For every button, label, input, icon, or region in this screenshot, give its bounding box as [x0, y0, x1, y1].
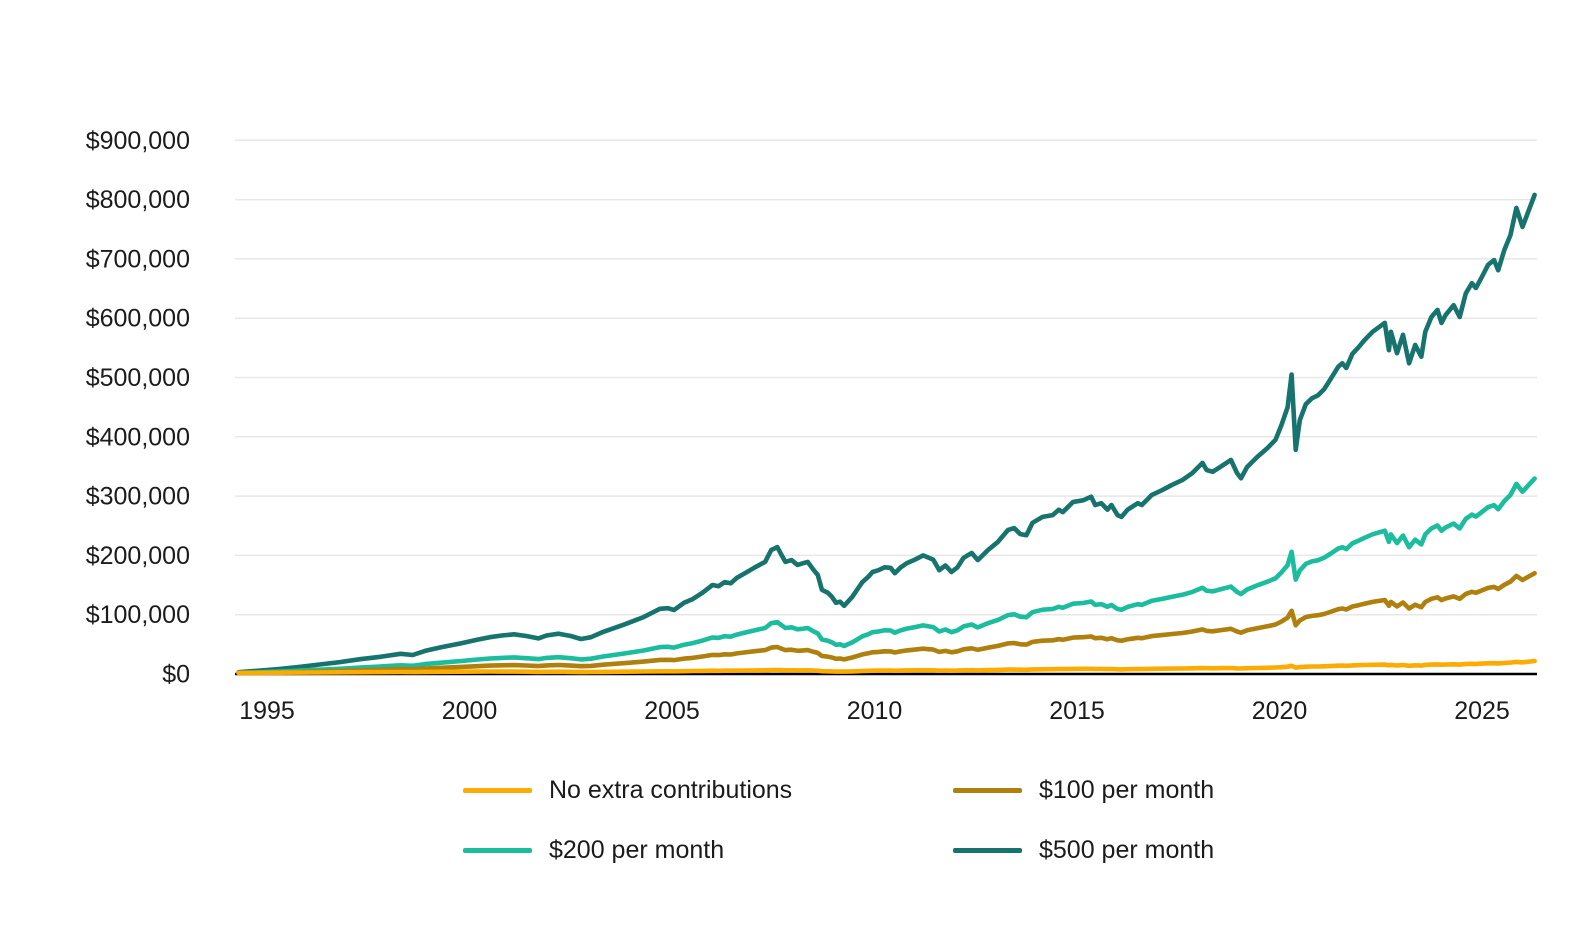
legend-item-no-extra-contributions: No extra contributions [463, 776, 792, 804]
y-axis-tick-label: $200,000 [86, 542, 190, 570]
y-axis-tick-label: $0 [162, 661, 190, 689]
legend-swatch-500-per-month [953, 847, 1022, 853]
legend-swatch-100-per-month [953, 787, 1022, 793]
x-axis-tick-label: 2020 [1252, 697, 1308, 725]
y-axis-tick-labels: $0 $100,000 $200,000 $300,000 $400,000 $500,0… [86, 127, 190, 689]
legend-label-100-per-month: $100 per month [1039, 775, 1215, 804]
x-axis-tick-label: 2010 [847, 697, 903, 725]
y-axis-tick-label: $800,000 [86, 186, 190, 214]
x-axis-tick-label: 1995 [239, 697, 295, 725]
legend-item-500-per-month: $500 per month [953, 836, 1214, 864]
series-line-no-extra-contributions [236, 658, 1537, 676]
x-axis-tick-label: 2000 [442, 697, 498, 725]
legend-swatch-no-extra-contributions [463, 787, 532, 793]
y-axis-tick-label: $600,000 [86, 305, 190, 333]
y-gridlines [235, 139, 1537, 676]
x-axis-tick-label: 2015 [1049, 697, 1105, 725]
series-line--100-per-month [236, 570, 1537, 676]
x-axis-tick-labels: 1995 2000 2005 2010 2015 2020 2025 [239, 697, 1510, 725]
series-line--200-per-month [236, 476, 1537, 676]
y-axis-tick-label: $100,000 [86, 601, 190, 629]
y-axis-tick-label: $300,000 [86, 483, 190, 511]
y-axis-tick-label: $900,000 [86, 127, 190, 155]
y-axis-tick-label: $500,000 [86, 364, 190, 392]
x-axis-tick-label: 2005 [644, 697, 700, 725]
legend-label-no-extra-contributions: No extra contributions [549, 775, 793, 804]
series-line--500-per-month [236, 192, 1537, 675]
legend-label-500-per-month: $500 per month [1039, 835, 1215, 864]
series-lines [236, 192, 1537, 676]
y-axis-tick-label: $700,000 [86, 245, 190, 273]
legend-swatch-200-per-month [463, 847, 532, 853]
legend-item-100-per-month: $100 per month [953, 776, 1214, 804]
x-axis-tick-label: 2025 [1454, 697, 1510, 725]
y-axis-tick-label: $400,000 [86, 423, 190, 451]
legend-label-200-per-month: $200 per month [549, 835, 725, 864]
legend-item-200-per-month: $200 per month [463, 836, 724, 864]
